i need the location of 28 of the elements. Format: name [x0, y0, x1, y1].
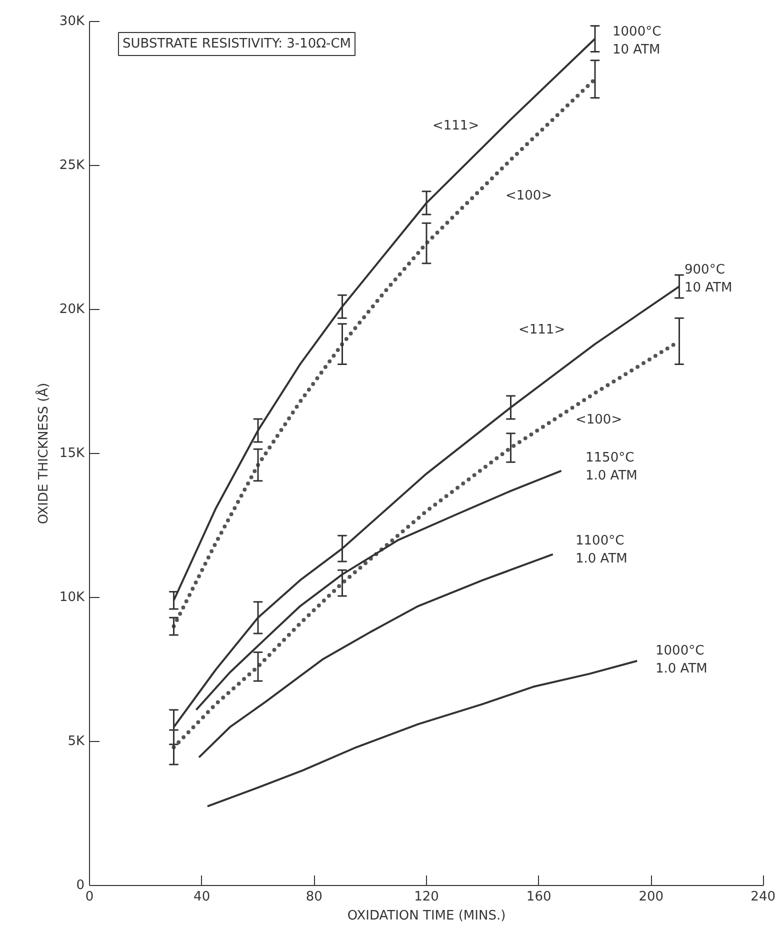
line-series — [195, 470, 562, 711]
annotation: <100> — [576, 412, 622, 428]
x-tick-label: 200 — [638, 890, 664, 904]
y-tick-label: 0 — [76, 878, 85, 893]
annotation: <100> — [506, 188, 552, 204]
annotation: 1000°C 1.0 ATM — [656, 644, 708, 676]
annotation: 1000°C 10 ATM — [612, 24, 662, 58]
annotation: 1150°C 1.0 ATM — [586, 450, 638, 484]
annotation: <111> — [432, 118, 480, 134]
x-tick-label: 40 — [194, 890, 210, 904]
y-tick-label: 10K — [59, 590, 85, 605]
annotation: 1100°C 1.0 ATM — [576, 534, 628, 566]
x-tick-label: 120 — [414, 890, 439, 904]
y-tick-label: 25K — [59, 158, 85, 173]
y-tick-label: 15K — [59, 446, 85, 461]
y-tick-label: 5K — [68, 734, 85, 749]
x-tick-label: 240 — [750, 890, 775, 904]
y-tick-label: 30K — [59, 14, 85, 29]
y-tick-label: 20K — [59, 302, 85, 317]
line-series — [206, 660, 638, 808]
y-axis-title: OXIDE THICKNESS (Å) — [34, 382, 52, 524]
x-tick-label: 160 — [526, 890, 552, 904]
x-axis-title: OXIDATION TIME (MINS.) — [347, 908, 506, 924]
x-tick-label: 80 — [306, 890, 322, 904]
line-series — [198, 553, 554, 758]
annotation: <111> — [518, 322, 566, 338]
annotation: 900°C 10 ATM — [684, 262, 732, 296]
annotation: SUBSTRATE RESISTIVITY: 3-10Ω-CM — [122, 36, 352, 52]
